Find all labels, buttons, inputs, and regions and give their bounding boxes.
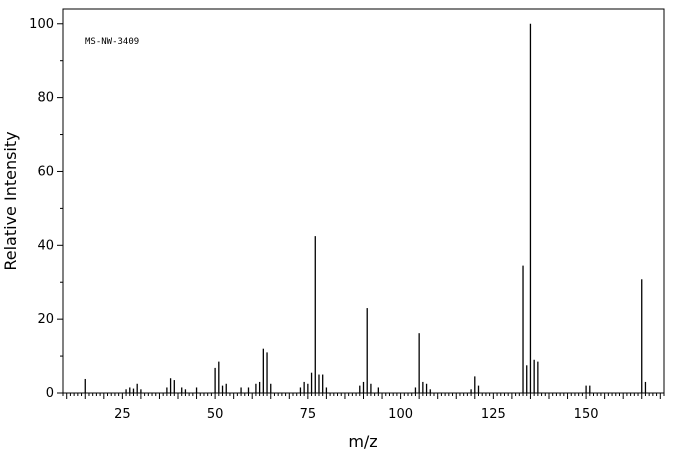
y-tick-label: 40 — [37, 238, 54, 253]
y-tick-label: 0 — [46, 386, 54, 401]
x-tick-label: 125 — [481, 407, 506, 422]
y-tick-label: 100 — [29, 17, 54, 32]
x-tick-label: 50 — [207, 407, 224, 422]
y-axis-title: Relative Intensity — [1, 131, 20, 270]
x-tick-label: 100 — [388, 407, 413, 422]
y-tick-label: 20 — [37, 312, 54, 327]
y-tick-label: 60 — [37, 164, 54, 179]
plot-frame — [62, 8, 665, 394]
axis-ticks: 25 50 75 100 125 150 0 20 40 60 80 100 — [29, 17, 665, 422]
x-tick-label: 25 — [114, 407, 131, 422]
x-tick-label: 150 — [574, 407, 599, 422]
spectrum-peaks — [84, 23, 647, 393]
y-tick-label: 80 — [37, 91, 54, 106]
x-axis-title: m/z — [348, 432, 377, 451]
x-tick-label: 75 — [300, 407, 317, 422]
spectrum-id-annotation: MS-NW-3409 — [85, 37, 139, 47]
